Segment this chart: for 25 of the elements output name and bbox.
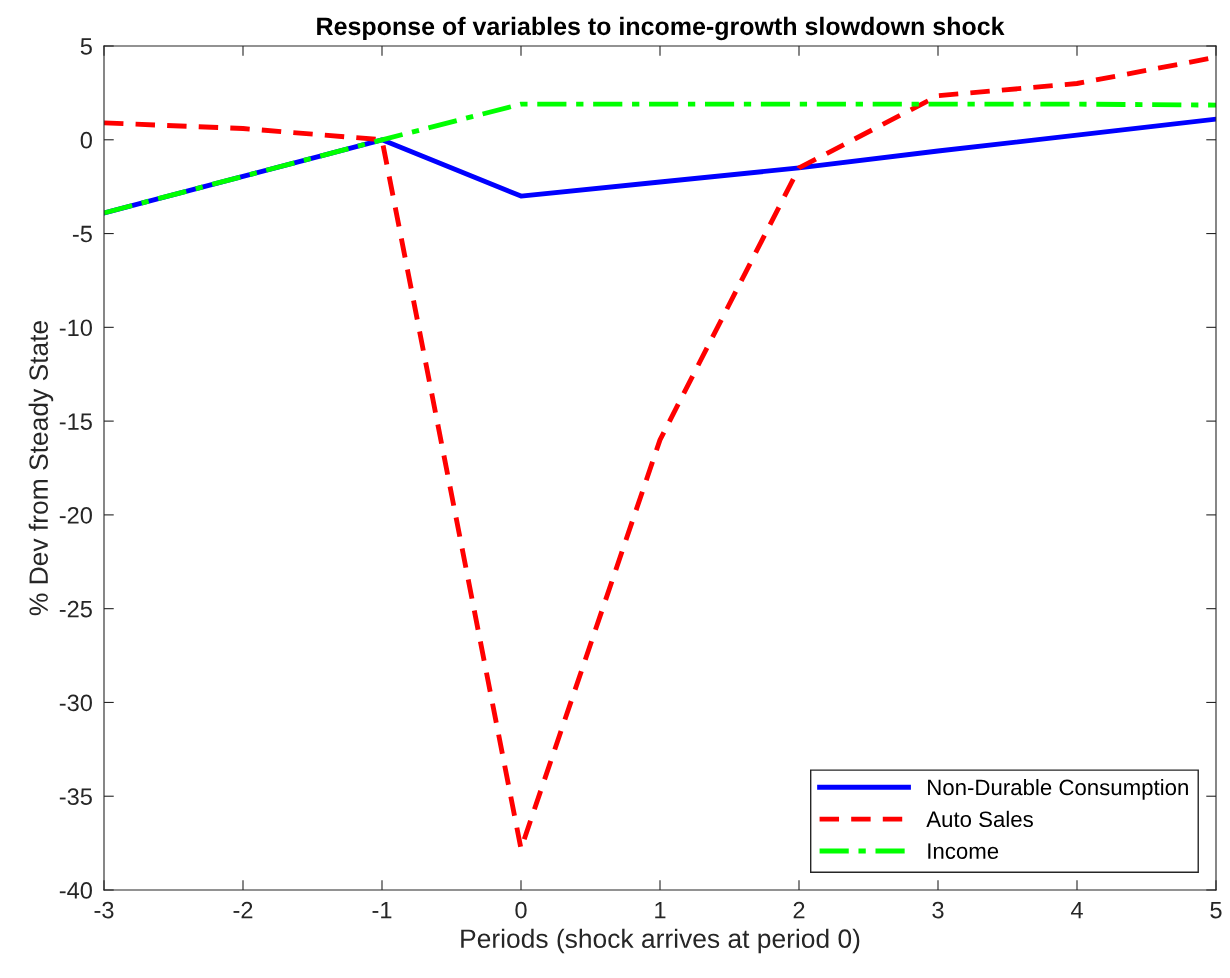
legend-label: Auto Sales bbox=[926, 810, 1033, 828]
x-tick-label: 0 bbox=[515, 901, 527, 919]
x-tick-label: -3 bbox=[94, 901, 114, 919]
chart-title: Response of variables to income-growth slowdown shock bbox=[317, 16, 1005, 41]
y-tick-label: -30 bbox=[59, 694, 92, 712]
legend-label: Non-Durable Consumption bbox=[928, 778, 1188, 800]
y-tick-label: -10 bbox=[59, 319, 92, 337]
y-tick-label: -25 bbox=[59, 600, 92, 618]
x-tick-label: 5 bbox=[1210, 901, 1222, 919]
x-tick-label: -2 bbox=[233, 901, 253, 919]
y-tick-label: 0 bbox=[80, 131, 92, 149]
legend-label: Income bbox=[928, 843, 999, 859]
y-tick-label: -15 bbox=[59, 413, 92, 430]
y-tick-label: -40 bbox=[59, 882, 92, 899]
y-tick-label: -35 bbox=[59, 788, 92, 806]
x-tick-label: 2 bbox=[793, 901, 805, 919]
x-tick-label: -1 bbox=[372, 901, 392, 919]
x-axis-title: Periods (shock arrives at period 0) bbox=[461, 928, 860, 954]
x-tick-label: 4 bbox=[1070, 901, 1083, 919]
x-tick-label: 1 bbox=[655, 901, 666, 919]
y-tick-label: -5 bbox=[72, 225, 92, 243]
y-axis-title: % Dev from Steady State bbox=[28, 321, 54, 616]
x-tick-label: 3 bbox=[932, 901, 944, 919]
y-tick-label: 5 bbox=[80, 38, 92, 55]
y-tick-label: -20 bbox=[59, 506, 92, 524]
